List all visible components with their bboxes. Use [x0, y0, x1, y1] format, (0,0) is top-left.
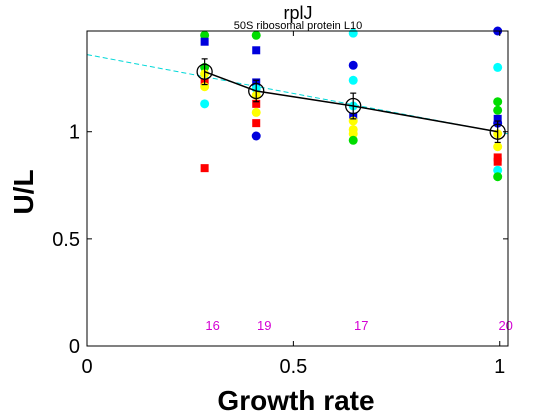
ticks-layer: 0 0.5 1 0 0.5 1 — [52, 31, 508, 378]
plot-frame — [86, 30, 509, 347]
x-tick-label: 0 — [81, 356, 92, 378]
data-point — [348, 129, 358, 139]
data-point — [493, 97, 503, 107]
count-label: 16 — [205, 318, 219, 333]
y-tick-label: 0.5 — [52, 229, 80, 251]
x-tick-label: 1 — [494, 356, 505, 378]
x-axis-title: Growth rate — [217, 385, 374, 416]
data-point — [200, 164, 209, 173]
points-layer — [200, 26, 503, 182]
mean-marker — [345, 97, 362, 115]
data-point — [348, 60, 358, 70]
chart-title: rplJ — [283, 3, 312, 23]
mean-layer — [196, 58, 506, 144]
y-axis-title: U/L — [8, 169, 39, 214]
data-point — [200, 99, 210, 109]
y-tick-label: 0 — [69, 336, 80, 358]
counts-layer: 16 19 17 20 — [205, 318, 513, 333]
x-tick-label: 0.5 — [279, 356, 307, 378]
data-point — [348, 75, 358, 85]
chart-subtitle: 50S ribosomal protein L10 — [234, 20, 362, 32]
data-point — [251, 30, 261, 40]
data-point — [252, 119, 261, 128]
data-point — [493, 157, 502, 166]
y-tick-label: 1 — [69, 122, 80, 144]
mean-marker — [248, 82, 265, 100]
mean-line — [204, 71, 498, 133]
data-point — [200, 37, 209, 46]
data-point — [493, 165, 503, 175]
data-point — [493, 142, 503, 152]
count-label: 19 — [257, 318, 271, 333]
data-point — [200, 30, 210, 40]
data-point — [493, 105, 503, 115]
count-label: 17 — [354, 318, 368, 333]
data-point — [252, 46, 261, 55]
data-point — [493, 172, 503, 182]
mean-marker — [196, 63, 213, 80]
count-label: 20 — [498, 318, 512, 333]
data-point — [251, 107, 261, 117]
data-point — [252, 99, 261, 108]
data-point — [493, 62, 503, 72]
data-point — [251, 131, 261, 141]
data-point — [493, 153, 502, 162]
data-point — [348, 135, 358, 145]
